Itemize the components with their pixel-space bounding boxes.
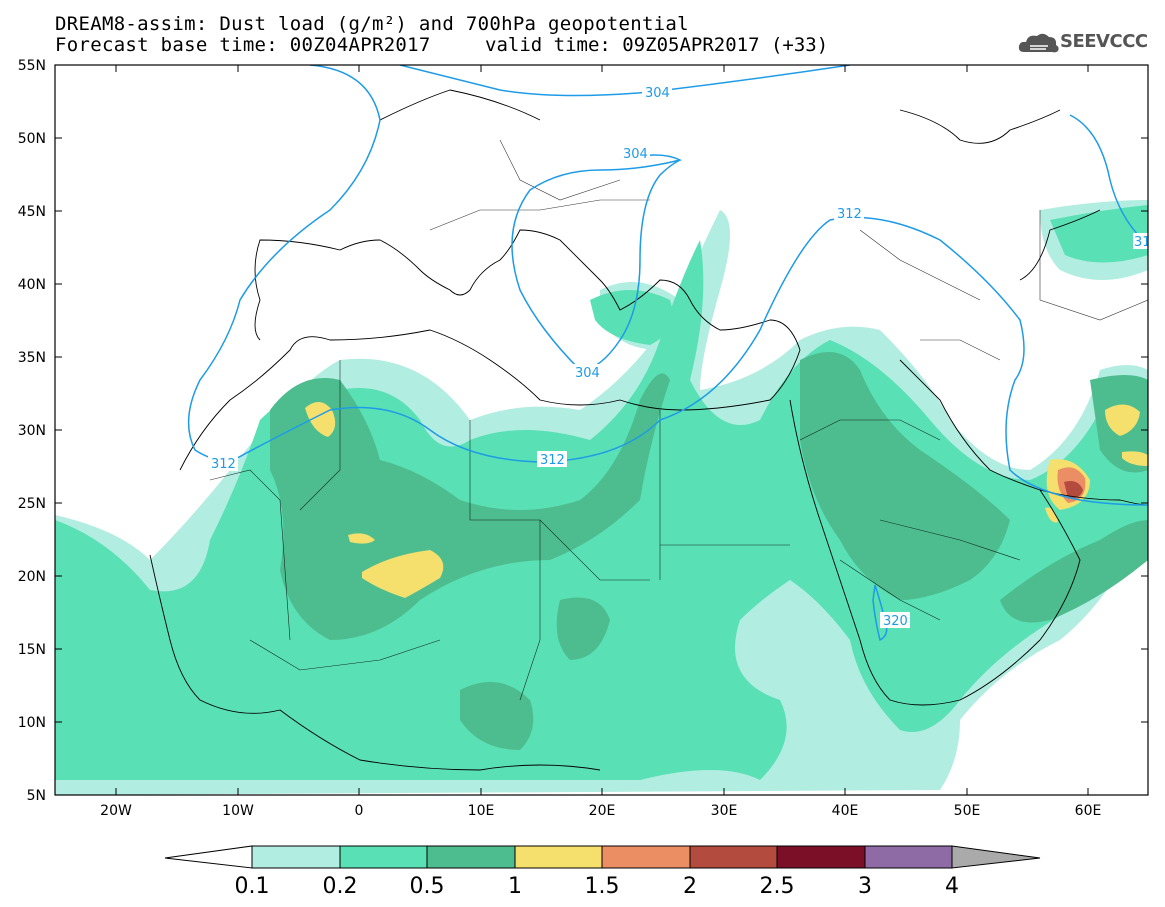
lat-label: 5N	[27, 788, 46, 804]
contour-label: 312	[211, 457, 236, 472]
forecast-base-time: Forecast base time: 00Z04APR2017	[55, 34, 431, 56]
country-borders	[209, 139, 1148, 701]
colorbar-swatch	[601, 845, 691, 869]
colorbar-swatch	[864, 845, 953, 869]
contour-label: 304	[575, 366, 600, 381]
map-title: DREAM8-assim: Dust load (g/m²) and 700hP…	[55, 13, 689, 35]
dust-red	[1064, 481, 1083, 499]
lon-label: 0	[355, 803, 364, 819]
geopotential-contours	[187, 65, 1148, 642]
lat-label: 10N	[18, 715, 46, 731]
colorbar-label: 0.1	[235, 874, 270, 899]
colorbar-label: 1	[508, 874, 522, 899]
lon-label: 60E	[1075, 803, 1102, 819]
colorbar	[164, 845, 1041, 869]
lat-label: 15N	[18, 642, 46, 658]
contour-label: 304	[645, 86, 670, 101]
lat-label: 50N	[18, 131, 46, 147]
lon-axis	[115, 65, 1089, 795]
cloud-logo-icon	[1018, 33, 1059, 53]
lat-label: 35N	[18, 350, 46, 366]
colorbar-label: 2	[683, 874, 697, 899]
lat-label: 40N	[18, 277, 46, 293]
lon-label: 10W	[222, 803, 254, 819]
contour-labels: 304 304 312 304 312 312 320 312	[208, 84, 1159, 629]
contour-label: 304	[623, 147, 648, 162]
colorbar-label: 3	[858, 874, 872, 899]
lat-label: 20N	[18, 569, 46, 585]
colorbar-swatch	[251, 845, 341, 869]
logo-text: SEEVCCC	[1060, 31, 1148, 52]
lat-label: 30N	[18, 423, 46, 439]
contour-label: 320	[883, 614, 908, 629]
colorbar-swatch	[339, 845, 428, 869]
lon-label: 50E	[954, 803, 981, 819]
lat-axis	[55, 137, 1148, 723]
coastlines	[149, 89, 1148, 771]
lat-label: 55N	[18, 58, 46, 74]
lon-label: 20W	[100, 803, 132, 819]
lon-label: 20E	[589, 803, 616, 819]
colorbar-label: 0.2	[323, 874, 358, 899]
colorbar-swatch	[514, 845, 603, 869]
colorbar-high-arrow	[951, 845, 1041, 869]
colorbar-swatch	[689, 845, 778, 869]
lat-label: 45N	[18, 204, 46, 220]
contour-label: 312	[540, 453, 565, 468]
contour-label: 312	[1134, 235, 1159, 250]
colorbar-low-arrow	[164, 845, 253, 869]
colorbar-label: 4	[945, 874, 959, 899]
lat-label: 25N	[18, 496, 46, 512]
valid-time: valid time: 09Z05APR2017 (+33)	[485, 34, 829, 56]
lon-label: 40E	[832, 803, 859, 819]
colorbar-label: 2.5	[760, 874, 795, 899]
colorbar-swatch	[426, 845, 516, 869]
colorbar-label: 0.5	[410, 874, 445, 899]
lon-label: 30E	[711, 803, 738, 819]
contour-label: 312	[837, 207, 862, 222]
colorbar-swatch	[776, 845, 866, 869]
lon-label: 10E	[468, 803, 495, 819]
colorbar-label: 1.5	[585, 874, 620, 899]
